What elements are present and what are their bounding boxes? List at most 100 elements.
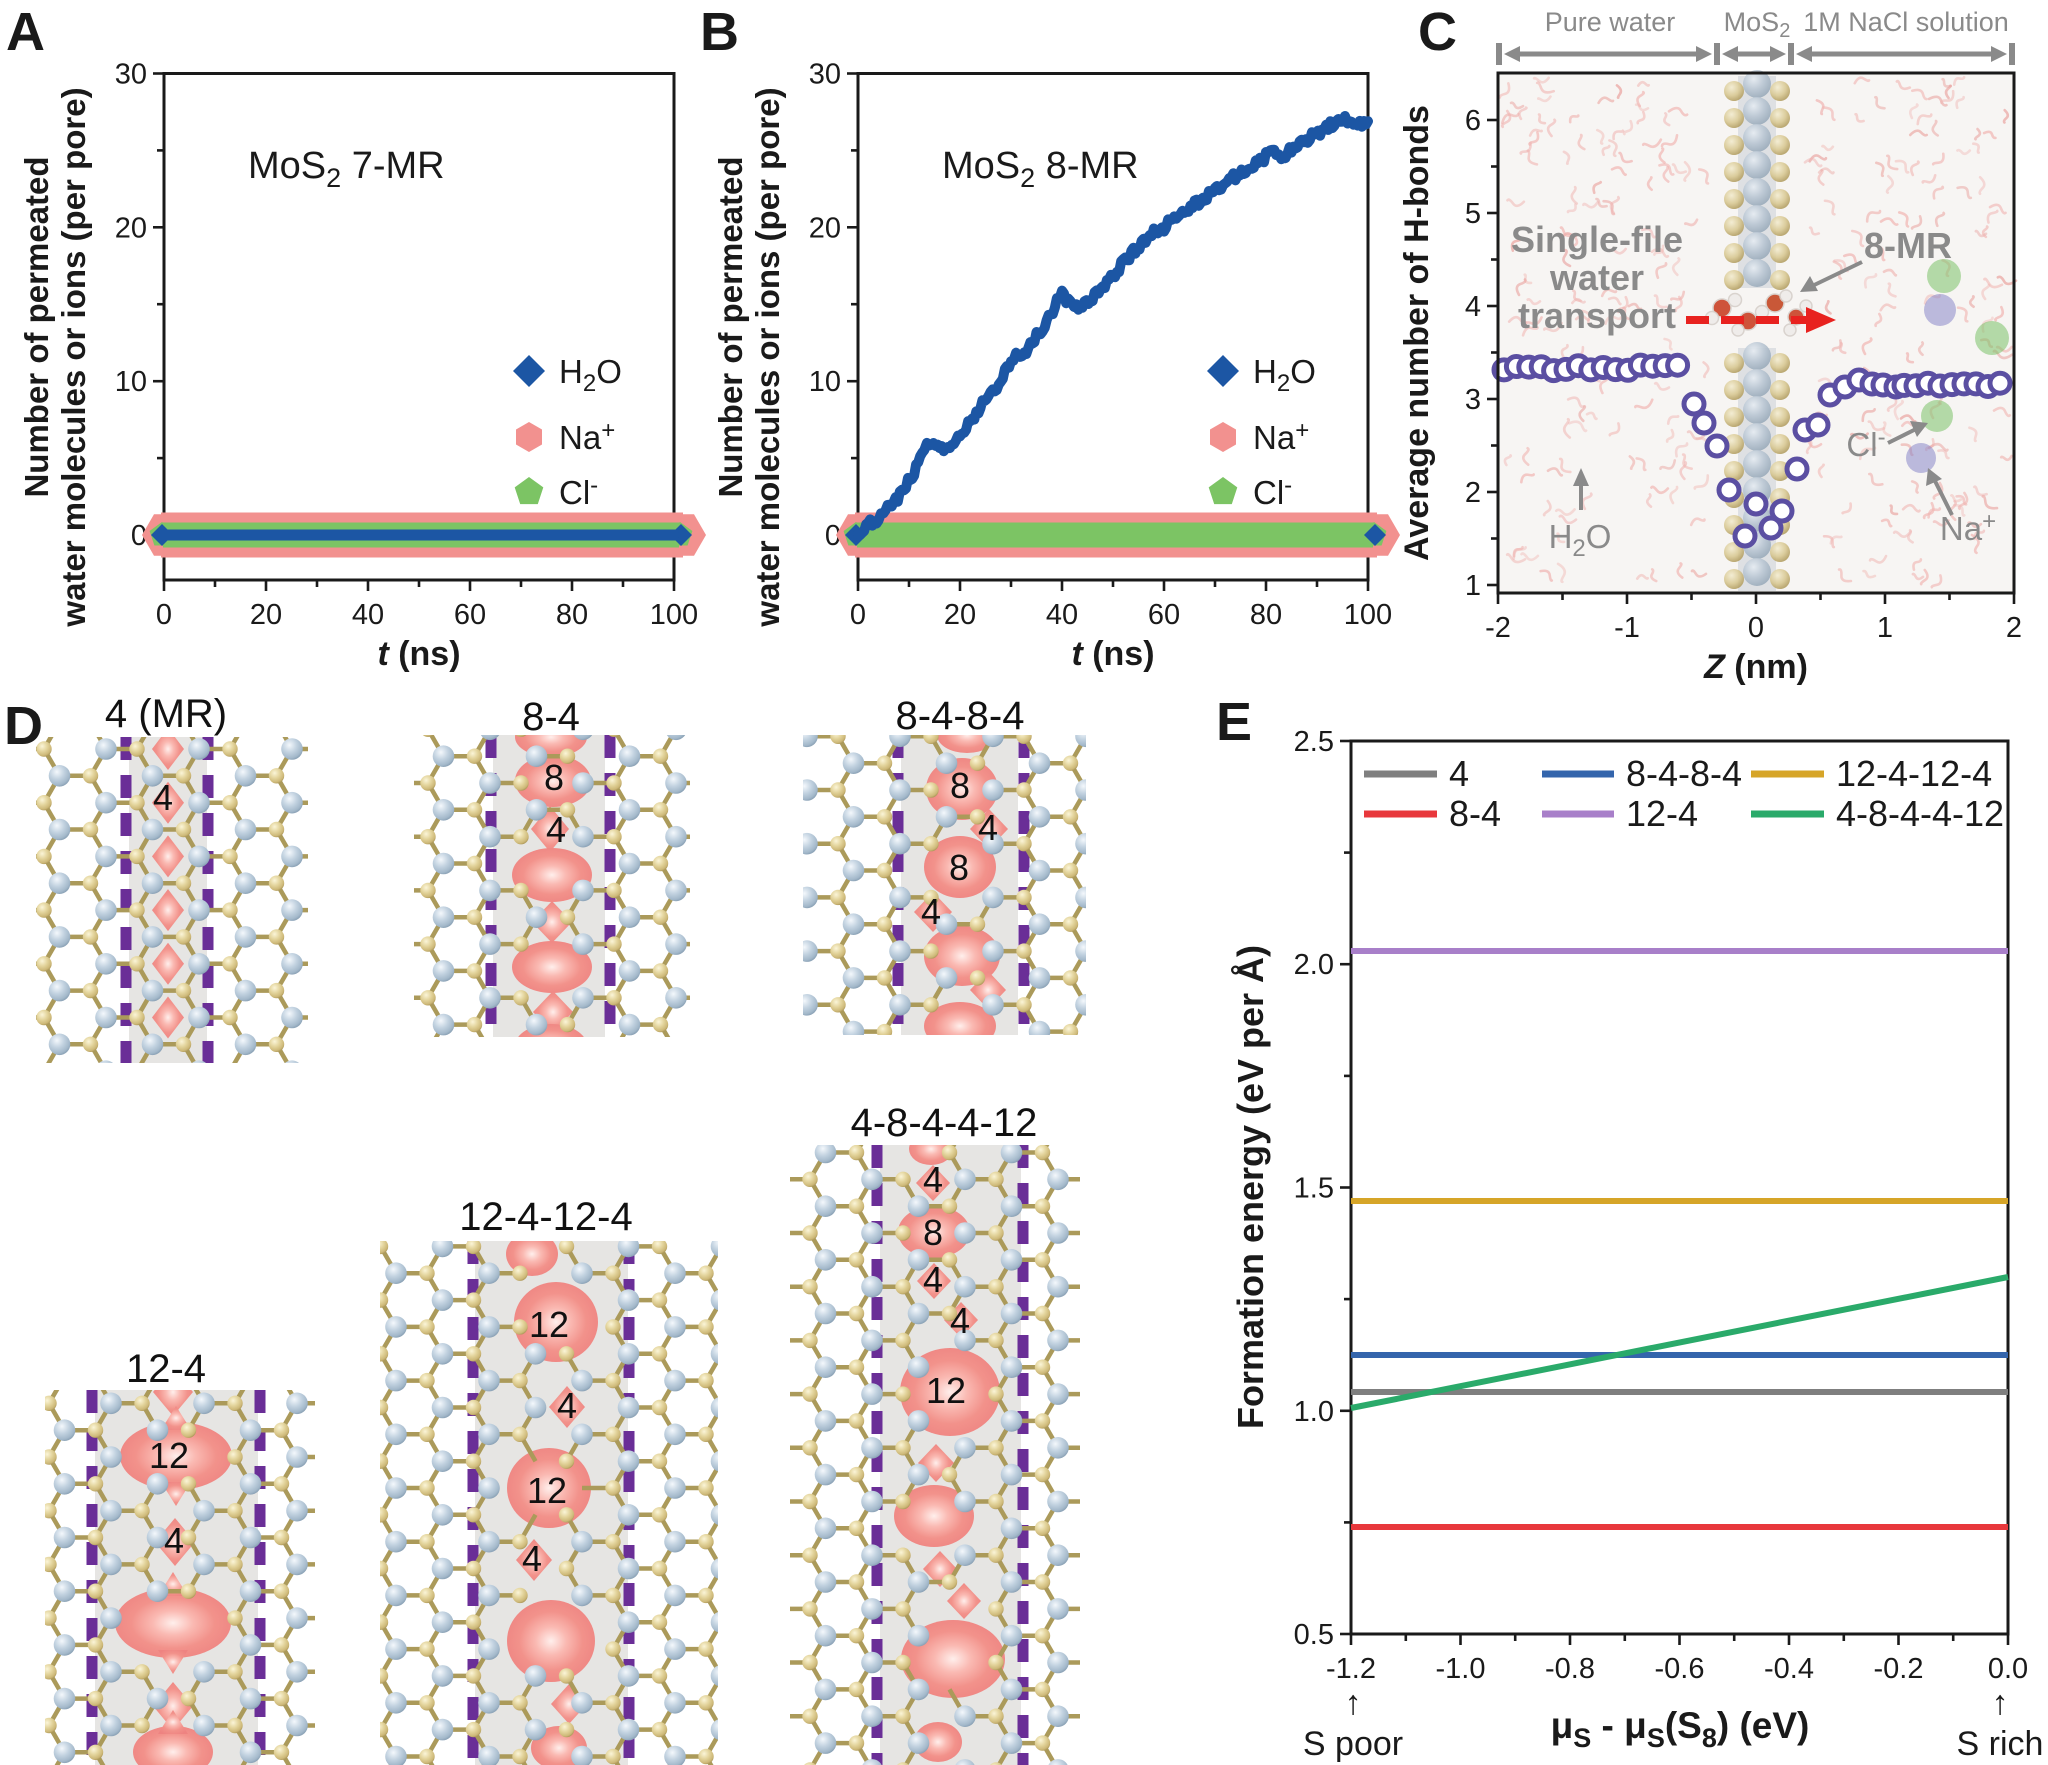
svg-text:MoS2 8-MR: MoS2 8-MR (942, 145, 1139, 193)
svg-text:4: 4 (164, 1520, 184, 1561)
svg-text:0: 0 (156, 599, 172, 631)
svg-text:H2O: H2O (1253, 353, 1316, 397)
svg-text:12: 12 (149, 1435, 189, 1476)
svg-text:4: 4 (1465, 291, 1481, 323)
svg-text:A: A (6, 2, 45, 62)
svg-text:20: 20 (809, 212, 841, 244)
svg-text:S poor: S poor (1303, 1725, 1403, 1763)
svg-text:Number of permeated: Number of permeated (18, 156, 55, 497)
svg-text:↑: ↑ (1992, 1684, 2009, 1722)
svg-text:-0.8: -0.8 (1545, 1653, 1595, 1685)
svg-text:5: 5 (1465, 198, 1481, 230)
svg-text:↑: ↑ (1345, 1684, 1362, 1722)
svg-text:12-4: 12-4 (1626, 793, 1698, 834)
svg-text:t (ns): t (ns) (1071, 635, 1154, 673)
svg-text:0.0: 0.0 (1988, 1653, 2028, 1685)
svg-text:H2O: H2O (1549, 518, 1612, 562)
svg-text:8-MR: 8-MR (1864, 225, 1952, 266)
svg-text:20: 20 (250, 599, 282, 631)
svg-text:MoS2 7-MR: MoS2 7-MR (248, 145, 445, 193)
svg-text:Pure water: Pure water (1545, 7, 1676, 37)
svg-text:8-4-8-4: 8-4-8-4 (1626, 753, 1742, 794)
svg-text:1M NaCl solution: 1M NaCl solution (1803, 7, 2009, 37)
svg-text:Na+: Na+ (1253, 417, 1309, 456)
svg-text:1: 1 (1877, 612, 1893, 644)
svg-text:8: 8 (950, 765, 970, 806)
svg-text:0: 0 (131, 520, 147, 552)
svg-text:20: 20 (944, 599, 976, 631)
svg-text:Formation energy (eV per Å): Formation energy (eV per Å) (1230, 945, 1271, 1429)
svg-text:4: 4 (978, 807, 998, 848)
svg-text:12-4-12-4: 12-4-12-4 (459, 1195, 632, 1239)
svg-text:Average number of H-bonds: Average number of H-bonds (1398, 105, 1436, 561)
svg-text:80: 80 (556, 599, 588, 631)
svg-text:1.5: 1.5 (1294, 1173, 1334, 1205)
svg-text:0: 0 (850, 599, 866, 631)
svg-text:2: 2 (1465, 477, 1481, 509)
svg-text:4: 4 (1449, 753, 1469, 794)
svg-text:2.5: 2.5 (1294, 726, 1334, 758)
svg-text:4: 4 (950, 1300, 970, 1341)
svg-text:80: 80 (1250, 599, 1282, 631)
svg-text:Single-file: Single-file (1511, 219, 1683, 260)
svg-text:100: 100 (650, 599, 698, 631)
svg-text:-1.0: -1.0 (1436, 1653, 1486, 1685)
svg-text:3: 3 (1465, 384, 1481, 416)
svg-text:4: 4 (921, 891, 941, 932)
svg-text:60: 60 (1148, 599, 1180, 631)
svg-text:B: B (700, 2, 739, 62)
svg-text:-1: -1 (1614, 612, 1640, 644)
svg-text:8: 8 (544, 757, 564, 798)
svg-text:2.0: 2.0 (1294, 949, 1334, 981)
svg-text:30: 30 (115, 59, 147, 91)
svg-text:t (ns): t (ns) (377, 635, 460, 673)
svg-text:60: 60 (454, 599, 486, 631)
svg-text:0.5: 0.5 (1294, 1619, 1334, 1651)
svg-text:S rich: S rich (1957, 1725, 2044, 1763)
svg-text:-0.2: -0.2 (1874, 1653, 1924, 1685)
svg-text:4: 4 (923, 1259, 943, 1300)
svg-text:6: 6 (1465, 105, 1481, 137)
svg-text:water molecules or ions (per p: water molecules or ions (per pore) (55, 87, 92, 627)
svg-text:30: 30 (809, 59, 841, 91)
svg-text:12-4: 12-4 (126, 1347, 206, 1391)
svg-text:4: 4 (923, 1159, 943, 1200)
svg-text:-0.6: -0.6 (1655, 1653, 1705, 1685)
svg-text:12: 12 (529, 1304, 569, 1345)
svg-text:12: 12 (527, 1470, 567, 1511)
svg-text:12: 12 (926, 1370, 966, 1411)
svg-text:Z (nm): Z (nm) (1703, 648, 1808, 686)
svg-text:4-8-4-4-12: 4-8-4-4-12 (1836, 793, 2004, 834)
svg-text:100: 100 (1344, 599, 1392, 631)
svg-text:4 (MR): 4 (MR) (105, 692, 227, 736)
svg-text:20: 20 (115, 212, 147, 244)
svg-text:water: water (1549, 257, 1644, 298)
svg-text:8-4: 8-4 (522, 695, 580, 739)
svg-text:10: 10 (809, 366, 841, 398)
svg-text:1: 1 (1465, 570, 1481, 602)
svg-text:8: 8 (923, 1212, 943, 1253)
svg-text:D: D (4, 696, 43, 756)
svg-text:10: 10 (115, 366, 147, 398)
svg-text:Number of permeated: Number of permeated (712, 156, 749, 497)
svg-text:4: 4 (153, 777, 173, 818)
svg-text:C: C (1418, 2, 1457, 62)
svg-text:0: 0 (1748, 612, 1764, 644)
svg-text:-0.4: -0.4 (1764, 1653, 1814, 1685)
svg-text:8: 8 (949, 847, 969, 888)
svg-text:2: 2 (2006, 612, 2022, 644)
svg-text:μS - μS(S8) (eV): μS - μS(S8) (eV) (1551, 1705, 1810, 1753)
svg-text:-2: -2 (1485, 612, 1511, 644)
svg-text:12-4-12-4: 12-4-12-4 (1836, 753, 1992, 794)
svg-text:4: 4 (546, 809, 566, 850)
svg-text:40: 40 (1046, 599, 1078, 631)
svg-text:4: 4 (522, 1538, 542, 1579)
svg-text:transport: transport (1518, 295, 1676, 336)
svg-text:8-4-8-4: 8-4-8-4 (896, 694, 1025, 738)
svg-text:-1.2: -1.2 (1326, 1653, 1376, 1685)
svg-text:water molecules or ions (per p: water molecules or ions (per pore) (749, 87, 786, 627)
svg-text:4-8-4-4-12: 4-8-4-4-12 (851, 1101, 1038, 1145)
svg-text:E: E (1216, 692, 1252, 752)
svg-text:4: 4 (557, 1385, 577, 1426)
svg-text:8-4: 8-4 (1449, 793, 1501, 834)
